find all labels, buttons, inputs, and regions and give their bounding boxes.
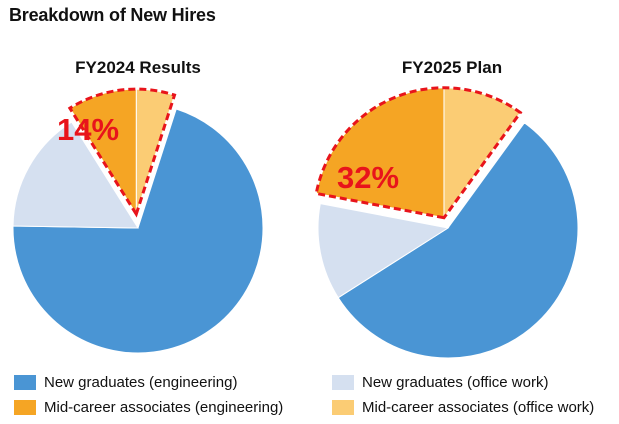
chart-title-fy2024: FY2024 Results [75,58,201,77]
pie-0-highlight-outline [67,87,177,218]
chart-title-fy2025: FY2025 Plan [401,58,503,77]
pie-1-slice-2 [317,203,450,299]
pie-1-highlight-label: 32% [337,160,399,195]
pie-1-slice-1 [337,122,579,359]
pie-0-highlight-label: 14% [57,112,119,147]
pie-0-slice-2 [12,121,139,229]
page-title: Breakdown of New Hires [9,5,216,25]
pie-0-slice-1 [12,108,264,354]
